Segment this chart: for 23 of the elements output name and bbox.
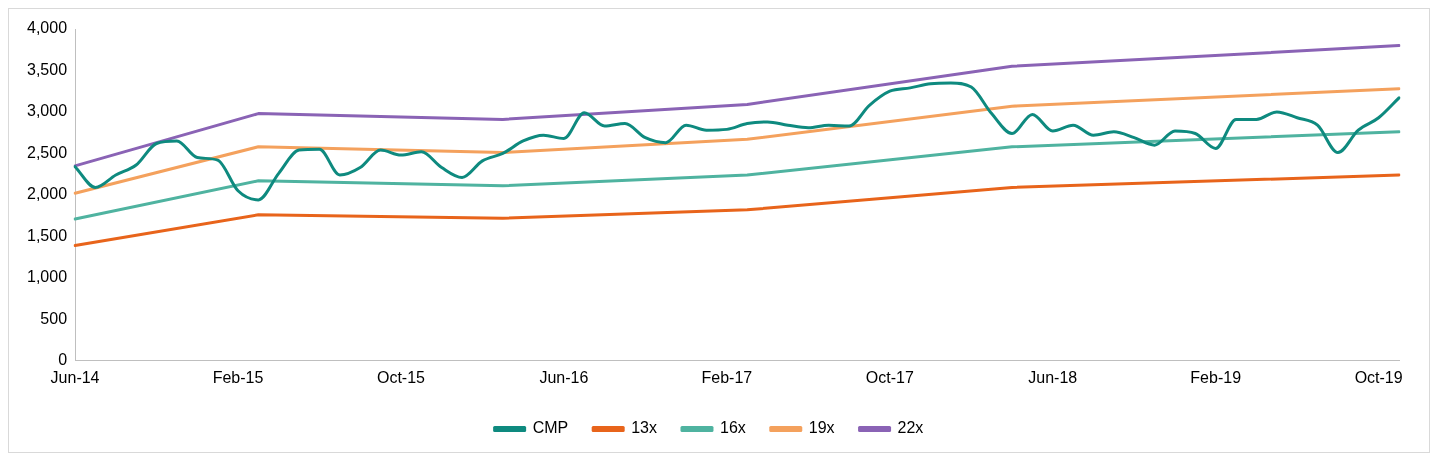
legend-label: CMP	[532, 419, 569, 437]
x-tick-label: Jun-16	[539, 368, 589, 386]
x-tick-label: Feb-19	[1190, 368, 1242, 386]
y-tick-label: 4,000	[26, 19, 68, 37]
legend-label: 22x	[897, 419, 924, 437]
x-tick-label: Feb-15	[212, 368, 264, 386]
y-tick-label: 3,000	[26, 102, 68, 120]
y-tick-label: 0	[58, 351, 68, 369]
x-tick-label: Oct-19	[1354, 368, 1403, 386]
legend-label: 16x	[719, 419, 746, 437]
y-tick-label: 2,500	[26, 143, 68, 161]
legend-label: 13x	[631, 419, 657, 437]
x-tick-label: Oct-15	[376, 368, 426, 386]
x-tick-label: Feb-17	[701, 368, 753, 386]
y-tick-label: 1,500	[26, 226, 68, 244]
y-tick-label: 500	[40, 309, 68, 327]
y-tick-label: 2,000	[26, 185, 68, 203]
y-tick-label: 1,000	[26, 268, 68, 286]
x-tick-label: Jun-14	[50, 368, 100, 386]
legend-label: 19x	[808, 419, 835, 437]
x-tick-label: Jun-18	[1028, 368, 1078, 386]
y-tick-label: 3,500	[26, 60, 68, 78]
x-tick-label: Oct-17	[865, 368, 914, 386]
